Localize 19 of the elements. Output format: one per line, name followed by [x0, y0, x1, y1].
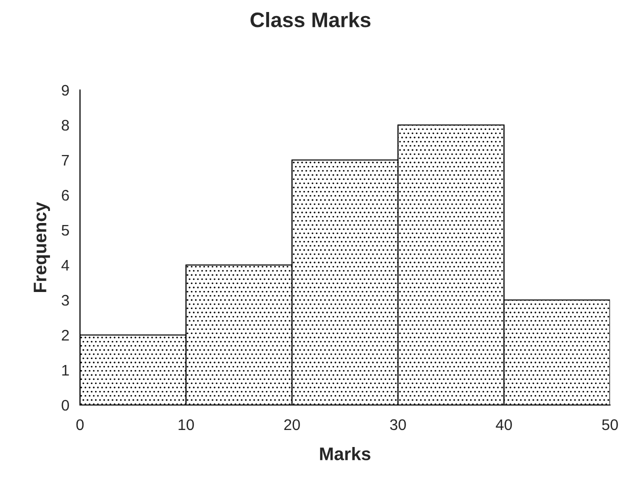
- y-tick-label: 9: [62, 84, 69, 96]
- chart-title: Class Marks: [250, 12, 370, 28]
- y-tick-label: 7: [62, 155, 69, 166]
- x-tick-label: 50: [602, 419, 618, 430]
- y-tick-label: 5: [62, 225, 69, 236]
- y-tick-label: 6: [62, 190, 69, 201]
- x-tick-label: 40: [496, 419, 512, 430]
- y-tick-label: 1: [62, 365, 69, 376]
- x-tick-label: 0: [76, 419, 84, 430]
- y-tick-label: 3: [62, 294, 69, 306]
- x-tick-label: 30: [390, 419, 406, 430]
- x-tick-label: 10: [178, 419, 194, 430]
- y-tick-label: 8: [62, 120, 69, 131]
- y-tick-label: 4: [61, 260, 70, 271]
- y-tick-label: 2: [62, 330, 69, 341]
- y-tick-label: 0: [62, 400, 69, 411]
- x-tick-label: 20: [284, 419, 300, 430]
- y-axis-title: Frequency: [34, 202, 50, 292]
- x-axis-title: Marks: [320, 447, 370, 460]
